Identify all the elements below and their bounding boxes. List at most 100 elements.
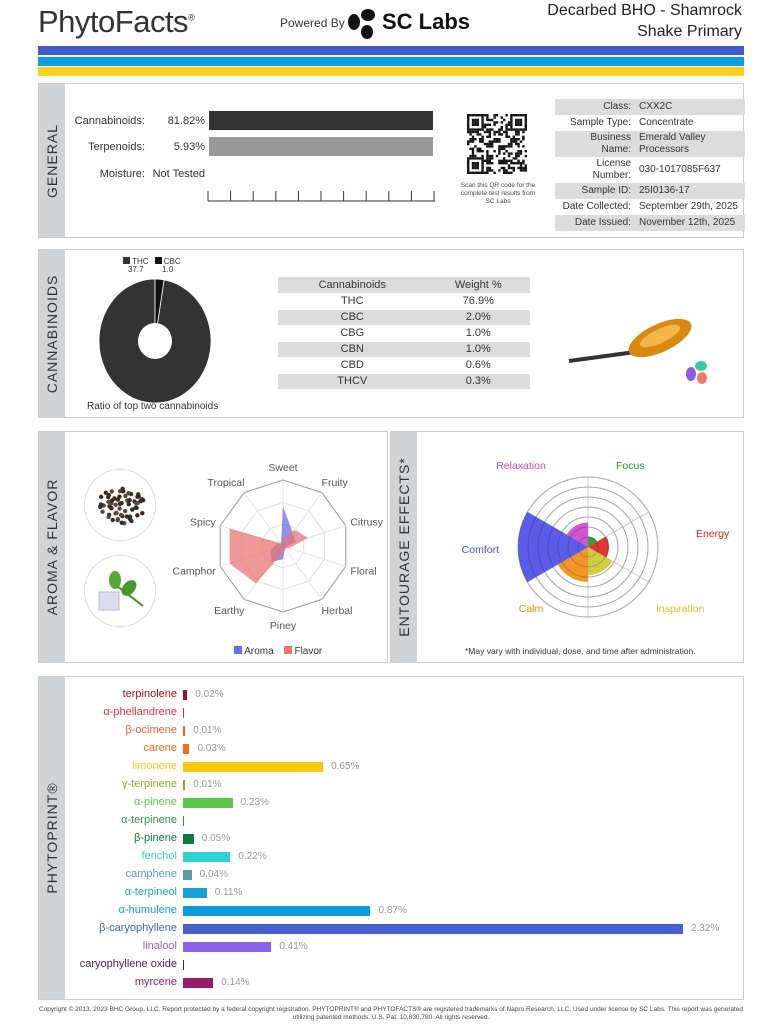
info-key: Business Name: <box>590 132 631 155</box>
terpene-value: 0.14% <box>221 977 250 988</box>
terpene-name: camphene <box>125 868 177 880</box>
terpene-bar <box>183 780 186 790</box>
info-row: Business Name: Emerald Valley Processors <box>555 131 745 157</box>
info-value: Concentrate <box>639 117 694 128</box>
terpene-bar <box>183 978 214 988</box>
info-key: License Number: <box>592 158 631 181</box>
stripe-cyan <box>38 57 744 66</box>
legend-thc: THC 37.7 <box>123 257 149 274</box>
lab-name: SC Labs <box>382 9 471 34</box>
radar-axis-label: Herbal <box>322 605 353 617</box>
donut-caption: Ratio of top two cannabinoids <box>87 401 219 412</box>
terpenoids-label: Terpenoids: <box>88 141 145 153</box>
brand-name: PhytoFacts <box>38 4 189 39</box>
terpene-value: 0.22% <box>238 851 267 862</box>
donut-legend: THC 37.7 CBC 1.0 <box>123 257 181 274</box>
radar-axis-label: Piney <box>270 620 297 632</box>
terpene-name: terpinolene <box>122 688 177 700</box>
info-key: Date Collected: <box>562 201 631 212</box>
radar-series-flavor <box>229 528 309 584</box>
brand-logo: PhytoFacts® <box>38 4 195 40</box>
radar-spoke <box>282 545 323 600</box>
polar-grid-overlay <box>567 526 609 568</box>
weight-cell: 0.3% <box>426 373 530 390</box>
terpene-value: 0.02% <box>195 689 224 700</box>
qr-code[interactable] <box>467 114 527 176</box>
terpene-bar <box>183 870 192 880</box>
donut-hole <box>138 323 172 359</box>
terpene-name: linalool <box>142 940 177 952</box>
terpene-name: β-caryophyllene <box>99 922 177 934</box>
terpene-name: myrcene <box>134 976 177 988</box>
terpene-value: 0.41% <box>279 941 308 952</box>
terpene-name: fenchol <box>141 850 177 862</box>
info-key: Class: <box>603 101 631 112</box>
terpene-name: γ-terpinene <box>121 778 177 790</box>
terpene-bar <box>183 906 371 916</box>
terpene-bar <box>183 690 188 700</box>
weight-cell: 0.6% <box>426 357 530 374</box>
table-header: Cannabinoids Weight % <box>278 277 530 294</box>
polar-sector-comfort <box>518 512 588 582</box>
legend-flavor: Flavor <box>283 646 323 657</box>
radar-axis-label: Fruity <box>322 477 349 489</box>
terpene-bar <box>183 960 184 970</box>
info-row: Sample Type: Concentrate <box>555 115 745 131</box>
table-row: THC 76.9% <box>278 293 530 310</box>
cannabinoid-table: Cannabinoids Weight % THC 76.9% CBC 2.0% CBG 1.… <box>278 277 530 390</box>
stripe-yellow <box>38 67 744 76</box>
section-title: GENERAL <box>44 123 60 198</box>
terpene-value: 0.23% <box>240 797 269 808</box>
terpene-value: 0.04% <box>199 869 228 880</box>
terpene-name: α-humulene <box>118 904 177 916</box>
terpene-bar <box>183 726 186 736</box>
info-value: 25I0136-17 <box>639 185 690 196</box>
phytoprint-tab: PHYTOPRINT® <box>39 677 65 999</box>
radar-spoke <box>243 492 284 547</box>
polar-grid-overlay <box>537 496 639 598</box>
legend-cbc: CBC 1.0 <box>154 257 181 274</box>
radar-axis-label: Sweet <box>268 462 297 474</box>
terpene-name: caryophyllene oxide <box>79 958 177 970</box>
moisture-label: Moisture: <box>99 168 145 180</box>
info-value: November 12th, 2025 <box>639 217 736 228</box>
table-row: CBC 2.0% <box>278 309 530 326</box>
radar-axis-label: Floral <box>350 565 376 577</box>
polar-label: Energy <box>696 528 730 540</box>
section-title: CANNABINOIDS <box>44 274 60 393</box>
terpene-bar <box>183 798 233 808</box>
cannabinoids-section: CANNABINOIDS THC 37.7 CBC 1.0 Ratio of top… <box>38 249 744 418</box>
legend-label: Flavor <box>294 646 323 657</box>
name-cell: THCV <box>278 373 427 390</box>
info-row: Date Collected: September 29th, 2025 <box>555 199 745 215</box>
legend-aroma: Aroma <box>234 646 274 657</box>
terpenoids-bar <box>209 137 433 156</box>
terpene-bar <box>183 816 184 826</box>
footer-copyright: Copyright © 2013, 2023 BHC Group, LLC. R… <box>38 1006 744 1021</box>
scale-axis <box>207 191 435 202</box>
terpene-name: β-ocimene <box>125 724 177 736</box>
info-value: Emerald Valley Processors <box>639 132 706 155</box>
weight-cell: 2.0% <box>426 309 530 326</box>
terpene-value: 0.01% <box>193 725 222 736</box>
title-line-2: Shake Primary <box>637 23 742 40</box>
info-row: Class: CXX2C <box>555 99 745 115</box>
polar-label: Comfort <box>462 544 499 556</box>
info-value: September 29th, 2025 <box>639 201 738 212</box>
brand-mark: ® <box>188 12 195 23</box>
terpene-value: 0.01% <box>193 779 222 790</box>
column-header: Cannabinoids <box>278 277 427 294</box>
radar-spoke <box>282 545 346 567</box>
terpene-bar <box>183 852 231 862</box>
table-row: CBD 0.6% <box>278 357 530 374</box>
table-row: CBG 1.0% <box>278 325 530 342</box>
terpene-value: 0.11% <box>214 887 243 898</box>
terpene-name: α-phellandrene <box>103 706 177 718</box>
moisture-value: Not Tested <box>152 168 205 180</box>
name-cell: THC <box>278 293 427 310</box>
terpene-name: β-pinene <box>133 832 177 844</box>
radar-legend: Aroma Flavor <box>234 646 322 657</box>
terpene-value: 0.65% <box>331 761 360 772</box>
radar-axis-label: Earthy <box>214 605 245 617</box>
terpene-value: 0.87% <box>378 905 407 916</box>
